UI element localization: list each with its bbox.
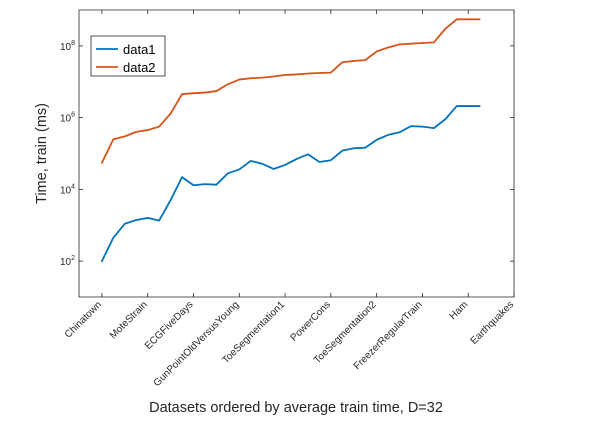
x-tick-label: Earthquakes: [469, 299, 516, 346]
series-lines: [100, 18, 481, 263]
y-axis-title: Time, train (ms): [34, 103, 50, 204]
y-axis-ticks: 102 104 106 108: [60, 40, 514, 268]
x-tick-label: Chinatown: [63, 299, 104, 340]
x-tick-label: PowerCons: [289, 299, 333, 343]
y-tick-label: 104: [60, 183, 75, 196]
y-tick-label: 102: [60, 255, 75, 268]
legend-label: data2: [123, 60, 156, 75]
x-tick-label: Ham: [448, 299, 471, 322]
x-axis-title: Datasets ordered by average train time, …: [149, 400, 443, 416]
series-line-data1: [100, 105, 481, 263]
legend-box: [90, 35, 166, 77]
y-tick-label: 108: [60, 40, 75, 53]
legend: data1 data2: [90, 35, 166, 77]
legend-label: data1: [123, 42, 156, 57]
x-tick-label: MoteStrain: [108, 299, 150, 341]
x-tick-label: GunPointOldVersusYoung: [152, 299, 242, 389]
y-tick-label: 106: [60, 112, 75, 125]
series-line-data2: [100, 18, 481, 164]
